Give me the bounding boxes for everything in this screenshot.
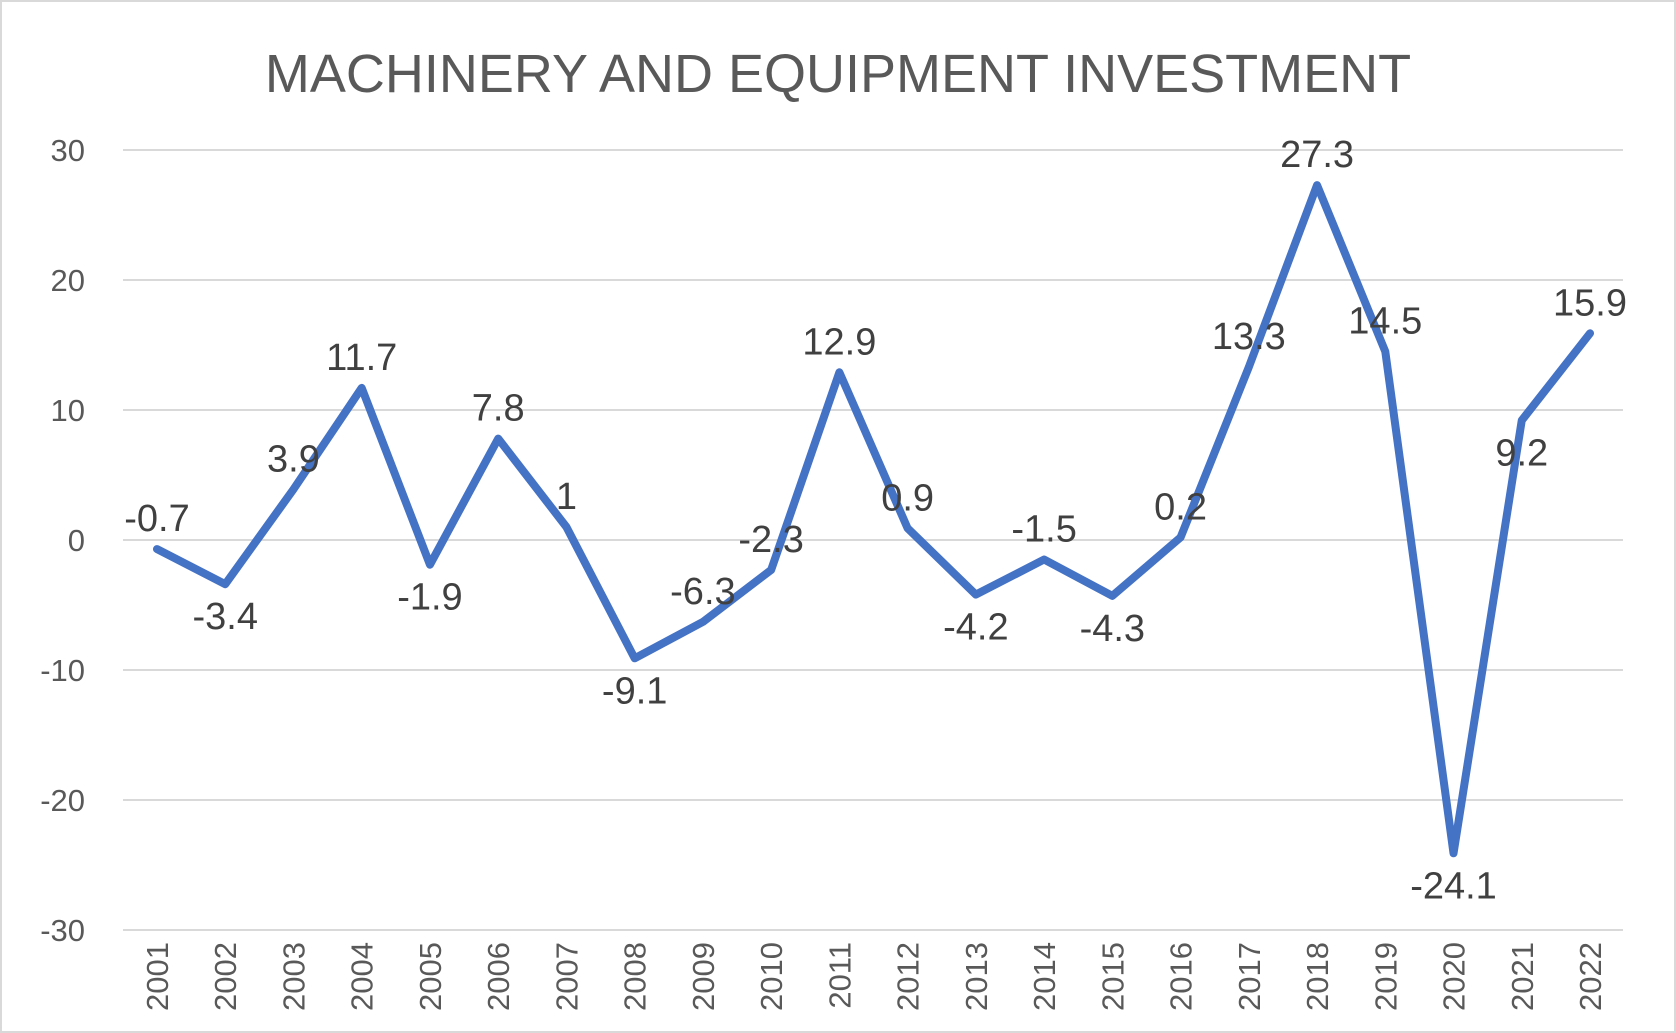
data-label: -4.2 <box>943 607 1008 649</box>
data-label: -9.1 <box>602 670 667 712</box>
data-label: 14.5 <box>1348 301 1422 343</box>
y-tick-label: 20 <box>51 263 85 298</box>
data-label: 15.9 <box>1553 282 1627 324</box>
data-label: 1 <box>556 476 577 518</box>
y-tick-label: -30 <box>40 913 85 948</box>
data-label: -2.3 <box>738 519 803 561</box>
data-label: -0.7 <box>124 498 189 540</box>
x-tick-label: 2001 <box>140 942 175 1011</box>
y-tick-label: -20 <box>40 783 85 818</box>
x-tick-label: 2021 <box>1505 942 1540 1011</box>
y-tick-label: 30 <box>51 133 85 168</box>
data-label: 0.9 <box>881 477 934 519</box>
x-tick-label: 2006 <box>481 942 516 1011</box>
x-tick-label: 2016 <box>1164 942 1199 1011</box>
x-tick-label: 2018 <box>1300 942 1335 1011</box>
data-label: -3.4 <box>192 596 257 638</box>
data-label: 9.2 <box>1495 432 1548 474</box>
data-label: 0.2 <box>1154 486 1207 528</box>
x-tick-label: 2017 <box>1232 942 1267 1011</box>
chart-title: MACHINERY AND EQUIPMENT INVESTMENT <box>265 44 1411 104</box>
x-tick-label: 2004 <box>345 942 380 1011</box>
data-label: 12.9 <box>802 321 876 363</box>
x-tick-label: 2012 <box>891 942 926 1011</box>
series-line <box>153 181 1594 858</box>
x-tick-label: 2013 <box>959 942 994 1011</box>
x-tick-label: 2014 <box>1027 942 1062 1011</box>
data-label: 27.3 <box>1280 134 1354 176</box>
data-label: 11.7 <box>326 337 397 379</box>
x-tick-label: 2008 <box>618 942 653 1011</box>
x-tick-label: 2010 <box>754 942 789 1011</box>
x-tick-label: 2002 <box>208 942 243 1011</box>
data-label: -1.5 <box>1011 509 1076 551</box>
data-label: 13.3 <box>1212 316 1286 358</box>
x-tick-label: 2007 <box>549 942 584 1011</box>
data-label: -4.3 <box>1080 608 1145 650</box>
x-tick-label: 2003 <box>276 942 311 1011</box>
y-tick-label: 10 <box>51 393 85 428</box>
y-tick-label: 0 <box>68 523 85 558</box>
data-label: 7.8 <box>472 388 525 430</box>
x-tick-label: 2019 <box>1368 942 1403 1011</box>
x-tick-label: 2015 <box>1095 942 1130 1011</box>
x-tick-label: 2022 <box>1573 942 1608 1011</box>
data-label: -6.3 <box>670 571 735 613</box>
data-label: -24.1 <box>1410 865 1497 907</box>
data-label: -1.9 <box>397 577 462 619</box>
x-tick-label: 2011 <box>822 942 857 1009</box>
data-label: 3.9 <box>267 438 320 480</box>
x-tick-label: 2020 <box>1437 942 1472 1011</box>
x-tick-label: 2005 <box>413 942 448 1011</box>
x-tick-label: 2009 <box>686 942 721 1011</box>
y-tick-label: -10 <box>40 653 85 688</box>
